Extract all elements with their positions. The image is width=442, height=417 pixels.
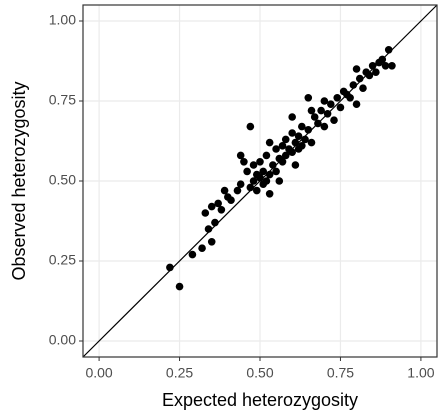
point xyxy=(233,186,242,195)
point xyxy=(236,180,245,188)
point xyxy=(256,174,264,182)
point xyxy=(256,158,264,166)
point xyxy=(368,62,377,70)
point xyxy=(214,199,222,208)
point xyxy=(207,238,216,246)
point xyxy=(323,110,332,118)
point xyxy=(204,225,213,233)
point xyxy=(336,103,345,112)
point xyxy=(310,113,319,121)
point xyxy=(246,122,255,131)
x-tick-label: 0.50 xyxy=(246,365,273,381)
point xyxy=(381,62,390,70)
point xyxy=(288,148,296,156)
x-tick-label: 0.25 xyxy=(166,365,193,381)
point xyxy=(359,84,367,92)
point xyxy=(265,190,274,198)
point xyxy=(288,129,296,137)
point xyxy=(252,186,261,195)
point xyxy=(278,158,287,166)
point xyxy=(330,116,338,124)
point xyxy=(291,161,300,169)
x-tick-label: 0.00 xyxy=(85,365,112,381)
point xyxy=(388,62,396,70)
point xyxy=(240,158,248,166)
point xyxy=(378,55,387,64)
point xyxy=(352,65,361,73)
point xyxy=(320,122,329,131)
panel-border xyxy=(82,4,438,358)
point xyxy=(272,167,280,176)
point xyxy=(243,167,251,176)
point xyxy=(301,135,309,144)
y-axis-title: Observed heterozygosity xyxy=(9,81,29,280)
point xyxy=(291,138,300,147)
point xyxy=(265,138,274,147)
point xyxy=(372,68,380,76)
point xyxy=(384,46,393,54)
point xyxy=(166,263,174,272)
point xyxy=(220,186,229,195)
point xyxy=(262,177,271,185)
point xyxy=(262,151,271,160)
point xyxy=(198,244,206,252)
x-tick-label: 1.00 xyxy=(407,365,434,381)
point xyxy=(307,106,316,115)
point xyxy=(304,94,313,102)
point xyxy=(272,145,280,153)
point xyxy=(188,250,197,259)
point xyxy=(249,161,258,169)
point xyxy=(349,81,358,89)
point xyxy=(201,209,210,217)
point xyxy=(236,151,245,160)
x-axis-title: Expected heterozygosity xyxy=(162,390,358,410)
point xyxy=(281,151,290,160)
y-tick-label: 0.50 xyxy=(49,172,76,188)
point xyxy=(327,100,335,108)
point xyxy=(304,126,313,134)
point xyxy=(352,100,361,108)
y-tick-label: 1.00 xyxy=(49,12,76,28)
point xyxy=(275,177,284,185)
point xyxy=(333,94,342,102)
point xyxy=(294,132,303,140)
point xyxy=(314,119,322,128)
point xyxy=(227,196,235,204)
point xyxy=(269,161,277,169)
point xyxy=(365,71,374,80)
point xyxy=(298,122,306,131)
point xyxy=(249,177,258,185)
point xyxy=(281,135,290,144)
point xyxy=(246,183,255,192)
y-tick-label: 0.00 xyxy=(49,332,76,348)
point xyxy=(278,142,287,150)
point xyxy=(211,218,219,227)
point xyxy=(307,138,316,147)
x-tick-label: 0.75 xyxy=(327,365,354,381)
point xyxy=(320,97,329,105)
point xyxy=(259,167,268,176)
point xyxy=(346,94,354,102)
point xyxy=(175,282,184,291)
y-tick-label: 0.75 xyxy=(49,92,76,108)
point xyxy=(355,74,364,83)
y-tick-label: 0.25 xyxy=(49,252,76,268)
point xyxy=(298,142,306,150)
point xyxy=(288,113,296,121)
point xyxy=(217,206,226,214)
point xyxy=(207,202,216,211)
point xyxy=(265,170,274,179)
point xyxy=(317,106,325,115)
